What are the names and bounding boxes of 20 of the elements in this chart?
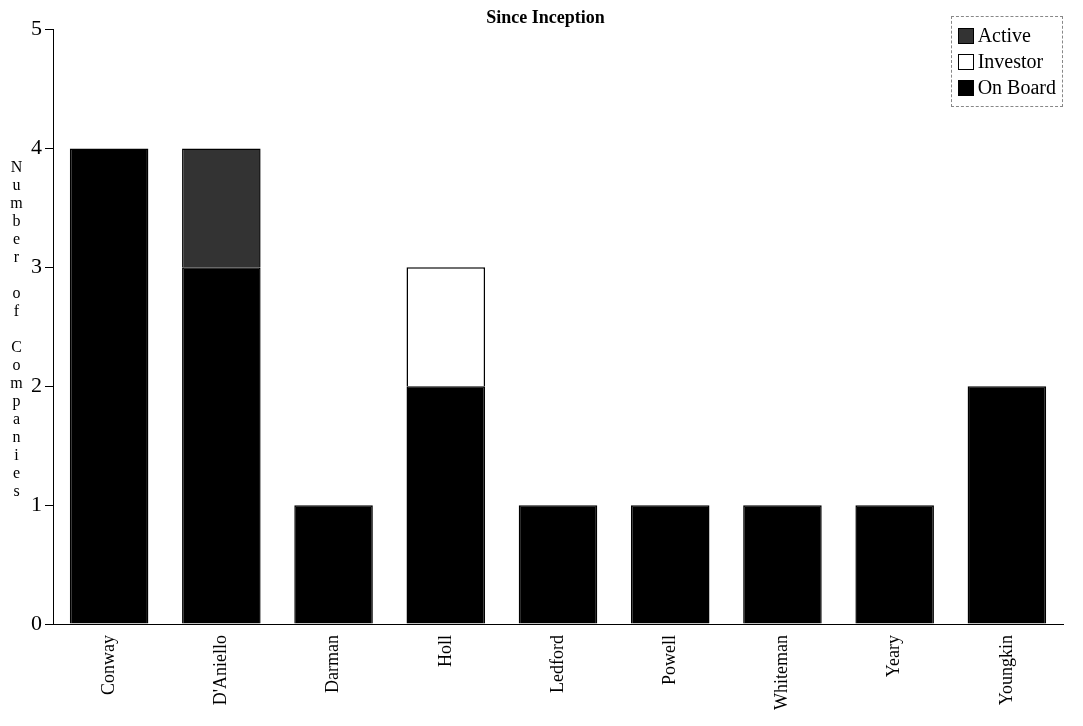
y-tick-label: 5 <box>31 15 42 41</box>
x-tick-label: Darman <box>322 635 343 694</box>
y-tick-label: 3 <box>31 253 42 279</box>
chart-title: Since Inception <box>486 7 605 28</box>
legend-label: On Board <box>977 76 1056 99</box>
x-tick-label: Youngkin <box>995 635 1016 706</box>
x-tick-label: Holl <box>434 635 455 668</box>
y-tick-label: 2 <box>31 372 42 398</box>
y-tick-label: 0 <box>31 609 42 635</box>
y-axis-title: Number of Companies <box>8 158 26 500</box>
x-tick-label: Powell <box>658 635 679 686</box>
y-tick-label: 1 <box>31 490 42 516</box>
y-tick-label: 4 <box>31 134 42 160</box>
x-tick-label: D'Aniello <box>210 635 231 706</box>
legend-label: Active <box>977 24 1031 47</box>
x-tick-label: Whiteman <box>771 635 792 711</box>
x-tick-label: Ledford <box>546 635 567 694</box>
x-tick-label: Yeary <box>883 635 904 678</box>
legend-label: Investor <box>977 50 1044 73</box>
x-tick-label: Conway <box>97 635 118 696</box>
